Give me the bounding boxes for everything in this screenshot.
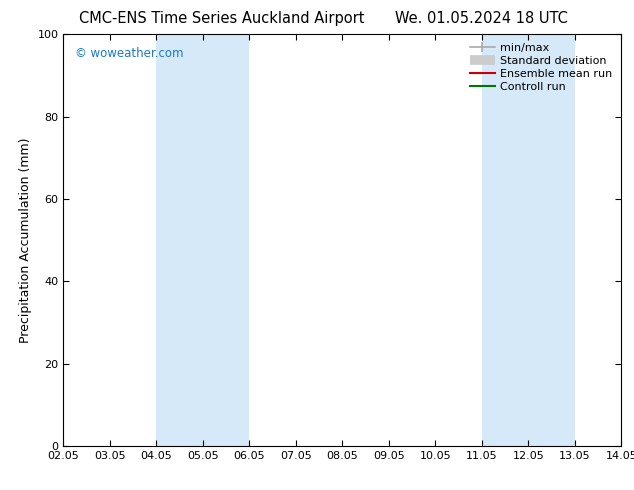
Text: CMC-ENS Time Series Auckland Airport: CMC-ENS Time Series Auckland Airport	[79, 11, 365, 26]
Bar	[482, 34, 575, 446]
Text: We. 01.05.2024 18 UTC: We. 01.05.2024 18 UTC	[396, 11, 568, 26]
Bar	[157, 34, 249, 446]
Legend: min/max, Standard deviation, Ensemble mean run, Controll run: min/max, Standard deviation, Ensemble me…	[467, 40, 616, 95]
Y-axis label: Precipitation Accumulation (mm): Precipitation Accumulation (mm)	[19, 137, 32, 343]
Text: © woweather.com: © woweather.com	[75, 47, 183, 60]
